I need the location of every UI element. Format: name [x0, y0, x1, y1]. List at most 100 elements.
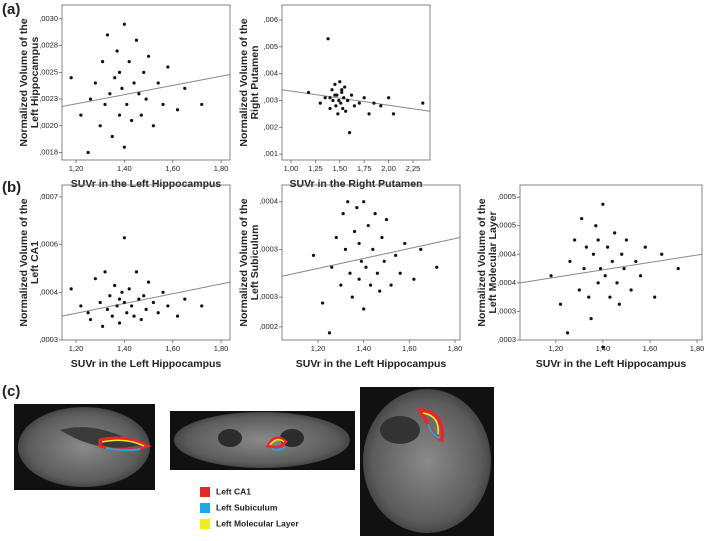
x-axis-label: SUVr in the Left Hippocampus	[536, 358, 687, 370]
y-tick-label: ,0002	[259, 322, 278, 331]
y-tick-label: ,0003	[39, 335, 58, 344]
point	[596, 281, 600, 285]
legend-label: Left Subiculum	[216, 502, 278, 512]
x-tick-label: 1,40	[117, 344, 132, 353]
point	[549, 274, 553, 278]
point	[328, 96, 332, 100]
point	[327, 331, 332, 335]
point	[166, 304, 170, 308]
point	[142, 294, 146, 298]
point	[137, 297, 141, 301]
point	[122, 145, 126, 149]
point	[340, 88, 344, 92]
point	[142, 70, 146, 74]
x-tick-label: 1,60	[165, 344, 180, 353]
y-tick-label: ,0004	[39, 287, 58, 296]
y-tick-label: ,0005	[497, 192, 516, 201]
point	[582, 266, 586, 271]
point	[101, 60, 105, 64]
point	[108, 92, 112, 96]
point	[580, 216, 584, 221]
point	[88, 97, 93, 101]
point	[161, 290, 165, 294]
point	[387, 96, 391, 100]
y-axis-label: Left Subiculum	[249, 225, 261, 301]
y-axis-label: Normalized Volume of the	[18, 18, 30, 146]
fit-line	[61, 281, 231, 317]
point	[391, 112, 396, 116]
x-tick-label: 1,80	[448, 344, 463, 353]
plot-frame	[61, 184, 231, 341]
y-tick-label: ,0004	[497, 278, 516, 287]
y-axis-label: Normalized Volume of the	[238, 18, 250, 146]
legend-label: Left CA1	[216, 486, 251, 496]
point	[200, 102, 204, 107]
x-tick-label: 1,00	[284, 164, 299, 173]
point	[108, 294, 112, 298]
x-tick-label: 1,20	[311, 344, 326, 353]
point	[601, 202, 605, 206]
point	[127, 60, 131, 64]
point	[344, 109, 348, 113]
point	[367, 112, 371, 116]
x-tick-label: 1,20	[69, 164, 84, 173]
y-tick-label: ,0003	[259, 244, 278, 253]
point	[357, 101, 361, 105]
point	[615, 281, 619, 285]
point	[336, 112, 340, 116]
y-tick-label: ,001	[263, 149, 278, 158]
point	[105, 33, 110, 37]
plot-frame	[61, 4, 231, 161]
point	[318, 101, 322, 105]
point	[620, 252, 624, 256]
point	[596, 238, 600, 242]
point	[326, 37, 330, 41]
point	[605, 245, 610, 249]
point	[346, 200, 350, 204]
fit-line	[61, 73, 231, 108]
y-tick-label: ,005	[263, 42, 278, 51]
point	[343, 247, 348, 251]
legend-swatch	[200, 503, 210, 513]
point	[132, 314, 136, 318]
point	[587, 295, 591, 299]
point	[115, 304, 119, 308]
point	[357, 277, 361, 281]
point	[610, 259, 614, 264]
y-tick-label: ,0030	[39, 14, 58, 23]
point	[362, 96, 366, 100]
point	[371, 247, 375, 251]
point	[629, 288, 633, 292]
point	[421, 101, 425, 105]
point	[117, 321, 122, 325]
y-axis-label: Normalized Volume of the	[18, 198, 30, 326]
point	[330, 265, 334, 269]
y-tick-label: ,003	[263, 95, 278, 104]
point	[130, 118, 134, 123]
point	[380, 235, 384, 240]
point	[598, 266, 603, 271]
point	[115, 49, 119, 53]
point	[341, 212, 345, 216]
x-tick-label: 1,40	[356, 344, 371, 353]
point	[660, 252, 664, 256]
point	[343, 85, 347, 89]
point	[86, 150, 90, 155]
y-tick-label: ,0023	[39, 94, 58, 103]
point	[69, 76, 73, 80]
point	[88, 317, 93, 322]
point	[589, 316, 593, 321]
point	[352, 229, 357, 234]
point	[366, 223, 370, 228]
y-tick-label: ,0003	[497, 306, 516, 315]
mri-coronal	[170, 411, 355, 470]
point	[183, 297, 187, 301]
point	[98, 300, 102, 305]
point	[134, 270, 139, 274]
point	[350, 295, 354, 299]
point	[349, 93, 354, 97]
x-tick-label: 1,80	[214, 164, 229, 173]
y-axis-label: Right Putamen	[249, 45, 261, 119]
point	[122, 300, 126, 305]
